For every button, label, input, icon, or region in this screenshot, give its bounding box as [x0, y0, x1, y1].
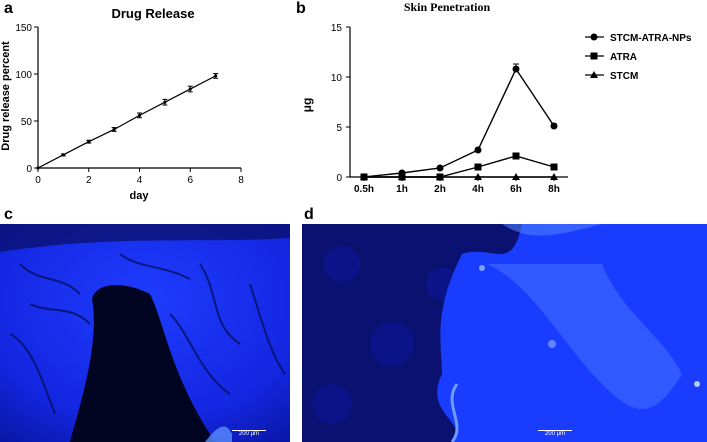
- legend-marker: [590, 71, 598, 78]
- micrograph-c: 200 μm: [0, 224, 290, 442]
- scale-bar-c-line: [232, 430, 266, 431]
- chart-a-data-point: [36, 166, 40, 170]
- legend-label: ATRA: [610, 52, 637, 63]
- chart-a-x-axis-label: day: [130, 190, 150, 202]
- chart-a-x-tick-label: 6: [187, 175, 193, 186]
- legend-label: STCM: [610, 71, 638, 82]
- chart-b-data-point: [474, 173, 482, 180]
- chart-a-y-tick-label: 0: [26, 164, 32, 175]
- chart-b-series-line: [363, 67, 555, 178]
- chart-b-x-tick-label: 6h: [510, 184, 522, 195]
- chart-b-y-tick-label: 0: [336, 173, 342, 184]
- scale-bar-c: 200 μm: [232, 430, 266, 437]
- chart-a-data-point: [214, 74, 218, 78]
- chart-a-data-point: [112, 127, 116, 132]
- chart-b-data-point: [360, 173, 368, 180]
- chart-b-y-tick-label: 5: [336, 123, 342, 134]
- micrograph-d: 200 μm: [302, 224, 707, 442]
- scale-bar-d: 200 μm: [538, 430, 572, 437]
- panel-label-c: c: [4, 206, 13, 223]
- chart-b-legend: STCM-ATRA-NPs ATRA STCM: [585, 33, 692, 82]
- panel-label-a: a: [4, 0, 13, 17]
- scale-bar-d-line: [538, 430, 572, 431]
- chart-b-y-axis-label: μg: [300, 98, 314, 113]
- chart-a-data-point: [163, 100, 167, 104]
- panel-label-d: d: [304, 206, 314, 223]
- chart-a-x-tick-label: 4: [137, 175, 143, 186]
- legend-marker: [590, 52, 598, 60]
- chart-b-x-tick-label: 2h: [434, 184, 446, 195]
- chart-a-title: Drug Release: [111, 6, 194, 21]
- chart-b-y-tick-label: 15: [331, 23, 343, 34]
- chart-b-data-point: [550, 173, 558, 180]
- micrograph-c-image: [0, 224, 290, 442]
- drug-release-chart: Drug Release Drug release percent day 0 5…: [0, 6, 244, 202]
- chart-b-x-tick-label: 0.5h: [354, 184, 374, 195]
- scale-bar-d-label: 200 μm: [544, 431, 566, 437]
- legend-label: STCM-ATRA-NPs: [610, 33, 692, 44]
- chart-b-data-point: [512, 173, 520, 180]
- chart-a-y-tick-label: 100: [15, 70, 32, 81]
- micrograph-d-image: [302, 224, 707, 442]
- chart-b-data-point: [398, 173, 406, 180]
- chart-b-title: Skin Penetration: [404, 0, 491, 14]
- chart-b-data-point: [550, 122, 558, 130]
- chart-b-x-tick-label: 4h: [472, 184, 484, 195]
- chart-a-y-tick-label: 50: [21, 117, 33, 128]
- chart-a-data-point: [87, 140, 91, 144]
- chart-b-data-point: [512, 65, 520, 73]
- chart-a-series-line: [37, 75, 216, 169]
- chart-b-data-point: [512, 152, 520, 160]
- chart-b-data-point: [436, 173, 444, 180]
- legend-marker: [590, 33, 598, 41]
- panel-label-b: b: [296, 0, 306, 17]
- chart-a-x-tick-label: 0: [35, 175, 41, 186]
- chart-b-x-tick-label: 1h: [396, 184, 408, 195]
- chart-a-data-point: [137, 113, 142, 117]
- chart-b-data-point: [474, 163, 482, 171]
- skin-penetration-chart: Skin Penetration μg 0 5 10 15 0.5h 1h 2h 4h 6h 8h…: [300, 0, 692, 195]
- chart-b-data-point: [474, 146, 482, 154]
- chart-b-data-point: [436, 164, 444, 172]
- chart-a-y-axis-label: Drug release percent: [0, 41, 12, 151]
- chart-b-x-tick-label: 8h: [548, 184, 560, 195]
- chart-a-x-tick-label: 2: [86, 175, 92, 186]
- chart-b-y-tick-label: 10: [331, 73, 343, 84]
- chart-a-data-point: [188, 87, 192, 91]
- chart-a-y-tick-label: 150: [15, 23, 32, 34]
- chart-b-data-point: [550, 163, 558, 171]
- scale-bar-c-label: 200 μm: [238, 431, 260, 437]
- chart-a-x-tick-label: 8: [238, 175, 244, 186]
- chart-a-data-point: [61, 153, 65, 157]
